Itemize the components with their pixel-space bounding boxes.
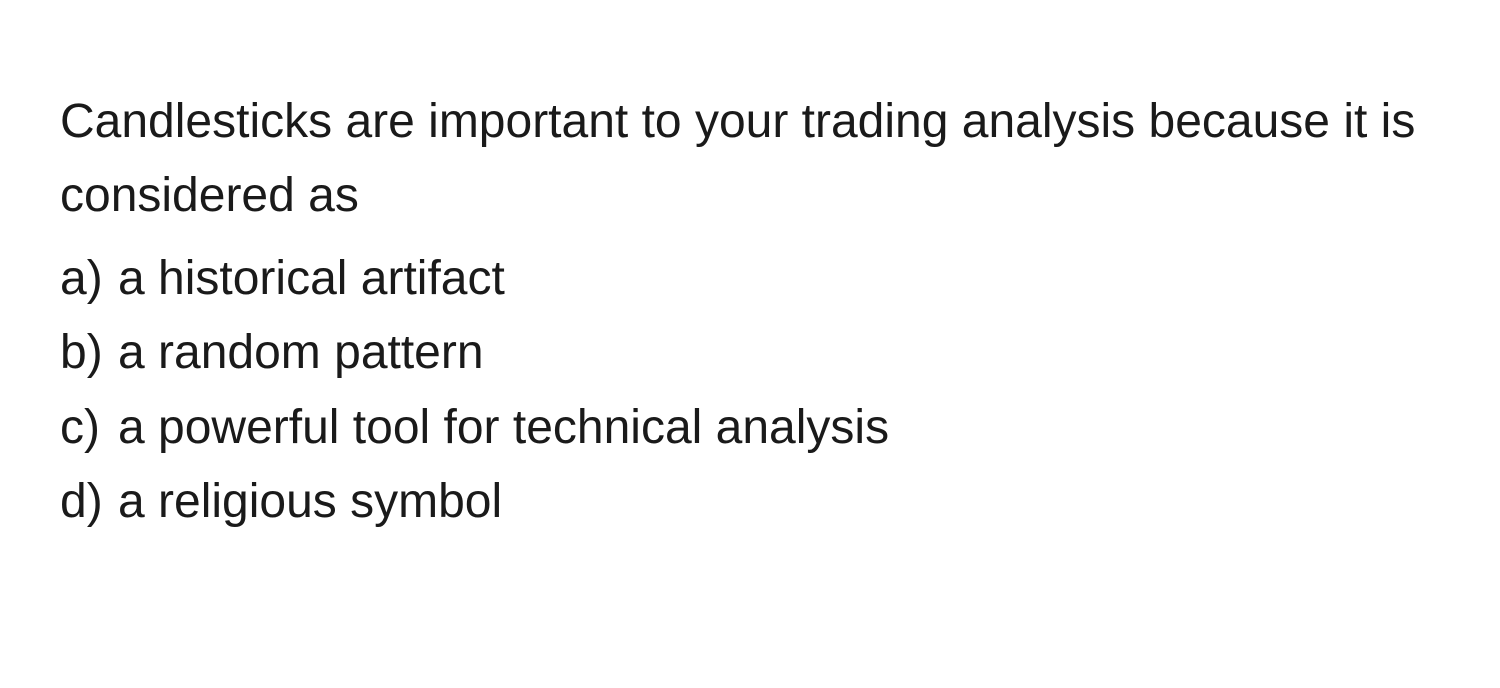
option-label: a religious symbol	[118, 465, 1440, 539]
option-item-b[interactable]: b) a random pattern	[60, 316, 1440, 390]
option-letter: c)	[60, 391, 118, 465]
option-item-d[interactable]: d) a religious symbol	[60, 465, 1440, 539]
option-item-c[interactable]: c) a powerful tool for technical analysi…	[60, 391, 1440, 465]
option-letter: d)	[60, 465, 118, 539]
option-letter: b)	[60, 316, 118, 390]
option-label: a powerful tool for technical analysis	[118, 391, 1440, 465]
options-list: a) a historical artifact b) a random pat…	[60, 242, 1440, 540]
option-label: a historical artifact	[118, 242, 1440, 316]
option-item-a[interactable]: a) a historical artifact	[60, 242, 1440, 316]
question-text: Candlesticks are important to your tradi…	[60, 85, 1440, 234]
option-label: a random pattern	[118, 316, 1440, 390]
option-letter: a)	[60, 242, 118, 316]
question-container: Candlesticks are important to your tradi…	[60, 85, 1440, 539]
